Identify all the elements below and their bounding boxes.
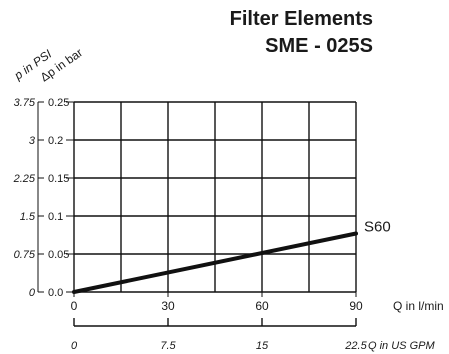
bar-tick-label: 0.15 — [48, 173, 69, 185]
usgpm-ticks: 0 7.5 15 22.5 — [71, 318, 368, 352]
psi-tick-label: 3 — [29, 135, 36, 147]
psi-tick-label: 3.75 — [14, 97, 36, 109]
x-axis-label: Q in l/min — [393, 299, 444, 313]
bar-ticks: 0.0 0.05 0.1 0.15 0.2 0.25 — [48, 97, 74, 299]
axes — [37, 102, 356, 327]
lmin-ticks: 0 30 60 90 — [71, 292, 363, 313]
psi-tick-label: 0.75 — [14, 249, 36, 261]
lmin-tick-label: 0 — [71, 299, 78, 313]
bar-tick-label: 0.25 — [48, 97, 69, 109]
usgpm-tick-label: 22.5 — [344, 340, 367, 352]
chart-title: Filter Elements — [229, 8, 373, 30]
usgpm-tick-label: 7.5 — [160, 340, 176, 352]
series: S60 — [72, 218, 391, 294]
lmin-tick-label: 90 — [349, 299, 363, 313]
psi-tick-label: 1.5 — [20, 211, 36, 223]
chart-subtitle: SME - 025S — [265, 35, 373, 57]
usgpm-tick-label: 0 — [71, 340, 78, 352]
bar-tick-label: 0.2 — [48, 135, 63, 147]
usgpm-tick-label: 15 — [256, 340, 269, 352]
bar-tick-label: 0.0 — [48, 287, 63, 299]
psi-tick-label: 2.25 — [13, 173, 36, 185]
bar-tick-label: 0.05 — [48, 249, 69, 261]
series-line-s60 — [72, 231, 358, 294]
lmin-tick-label: 30 — [161, 299, 175, 313]
x-axis-secondary-label: Q in US GPM — [368, 340, 435, 352]
psi-tick-label: 0 — [29, 287, 36, 299]
psi-ticks: 0 0.75 1.5 2.25 3 3.75 — [13, 97, 44, 299]
lmin-tick-label: 60 — [255, 299, 269, 313]
bar-tick-label: 0.1 — [48, 211, 63, 223]
grid — [73, 101, 357, 293]
series-label-s60: S60 — [364, 218, 391, 235]
